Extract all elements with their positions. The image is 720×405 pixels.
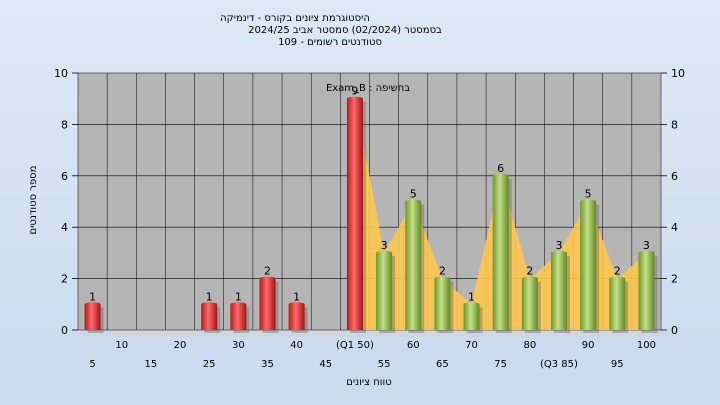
- y-axis-left: 0 2 4 6 8 10: [54, 67, 78, 337]
- bar: [230, 304, 247, 330]
- x-tick-label: 75: [494, 359, 507, 370]
- y-axis-right: 0 2 4 6 8 10: [661, 67, 685, 337]
- y-tick-label-right: 4: [671, 221, 678, 234]
- x-tick-label: 65: [436, 359, 449, 370]
- bar: [609, 278, 626, 330]
- bar-top: [492, 173, 509, 178]
- bar-top: [346, 96, 363, 101]
- bar: [550, 252, 567, 330]
- x-tick-label: 70: [465, 340, 478, 351]
- x-axis-labels: 5 10 15 20 25 30 35 40 45 (Q1 50) 55 60 65 70 75 80 (Q3 …: [89, 340, 656, 370]
- x-tick-label: 30: [232, 340, 245, 351]
- x-tick-label: 20: [174, 340, 187, 351]
- x-tick-label: 80: [523, 340, 536, 351]
- bar-top: [259, 276, 276, 281]
- bars: [84, 96, 658, 333]
- bar-top: [376, 250, 393, 255]
- x-tick-label: 5: [89, 359, 95, 370]
- bar-top: [521, 276, 538, 281]
- title-line-3: סטודנטים רשומים - 109: [278, 37, 382, 48]
- y-tick-label-left: 10: [54, 67, 68, 80]
- y-tick-label-left: 2: [61, 273, 68, 286]
- x-tick-label: (Q1 50): [336, 340, 374, 351]
- bar-top: [609, 276, 626, 281]
- x-tick-label: 25: [203, 359, 216, 370]
- x-tick-label: 45: [319, 359, 332, 370]
- y-tick-label-left: 0: [61, 324, 68, 337]
- chart-titles: היסטוגרמת ציונים בקורס - דינמיקה בסמסטר …: [220, 13, 442, 48]
- bar: [492, 175, 509, 330]
- bar: [376, 252, 393, 330]
- bar-value-label: 2: [264, 265, 271, 278]
- title-line-1: היסטוגרמת ציונים בקורס - דינמיקה: [220, 13, 370, 24]
- bar-top: [580, 199, 597, 204]
- y-tick-label-left: 6: [61, 170, 68, 183]
- y-tick-label-right: 0: [671, 324, 678, 337]
- bar-value-label: 2: [526, 265, 533, 278]
- x-tick-label: 100: [637, 340, 656, 351]
- x-tick-label: 40: [290, 340, 303, 351]
- y-tick-label-left: 4: [61, 221, 68, 234]
- bar: [84, 304, 101, 330]
- bar-value-label: 1: [89, 290, 96, 303]
- bar-top: [638, 250, 655, 255]
- x-tick-label: 55: [378, 359, 391, 370]
- bar: [405, 201, 422, 330]
- bar-top: [288, 302, 305, 307]
- x-tick-label: 15: [145, 359, 158, 370]
- bar-value-label: 5: [410, 188, 417, 201]
- axis-shadow: [78, 330, 669, 337]
- x-tick-label: (Q3 85): [540, 359, 578, 370]
- bar-value-label: 1: [293, 290, 300, 303]
- x-tick-label: 10: [115, 340, 128, 351]
- bar-top: [463, 302, 480, 307]
- bar: [463, 304, 480, 330]
- y-tick-label-right: 8: [671, 118, 678, 131]
- bar-value-label: 1: [468, 290, 475, 303]
- bar-value-label: 1: [235, 290, 242, 303]
- bar-top: [550, 250, 567, 255]
- bar: [346, 98, 363, 330]
- y-tick-label-left: 8: [61, 118, 68, 131]
- x-tick-label: 95: [611, 359, 624, 370]
- x-tick-label: 90: [582, 340, 595, 351]
- bar-value-label: 3: [555, 239, 562, 252]
- bar-value-label: 2: [439, 265, 446, 278]
- title-line-2: בסמסטר (02/2024) סמסטר אביב 2024/25: [248, 25, 442, 36]
- y-tick-label-right: 2: [671, 273, 678, 286]
- bar: [638, 252, 655, 330]
- chart-annotation: בחשיפה : Exam_B: [326, 83, 410, 94]
- bar: [434, 278, 451, 330]
- bar: [259, 278, 276, 330]
- x-axis-title: טווח ציונים: [346, 377, 391, 388]
- y-axis-title: מספר סטודנטים: [28, 166, 39, 235]
- bar-data-labels: 1 1 1 2 1 9 3 5 2 1 6 2 3 5 2 3: [89, 85, 650, 304]
- bar-value-label: 3: [381, 239, 388, 252]
- bar: [521, 278, 538, 330]
- bar-top: [405, 199, 422, 204]
- bar-value-label: 5: [585, 188, 592, 201]
- bar-value-label: 2: [614, 265, 621, 278]
- bar-value-label: 6: [497, 162, 504, 175]
- y-tick-label-right: 10: [671, 67, 685, 80]
- bar: [288, 304, 305, 330]
- bar-value-label: 3: [643, 239, 650, 252]
- x-tick-label: 60: [407, 340, 420, 351]
- y-tick-label-right: 6: [671, 170, 678, 183]
- bar-top: [230, 302, 247, 307]
- bar-value-label: 9: [351, 85, 358, 98]
- bar-value-label: 1: [206, 290, 213, 303]
- bar-top: [201, 302, 218, 307]
- bar: [201, 304, 218, 330]
- bar-top: [84, 302, 101, 307]
- x-tick-label: 35: [261, 359, 274, 370]
- bar-top: [434, 276, 451, 281]
- bar: [580, 201, 597, 330]
